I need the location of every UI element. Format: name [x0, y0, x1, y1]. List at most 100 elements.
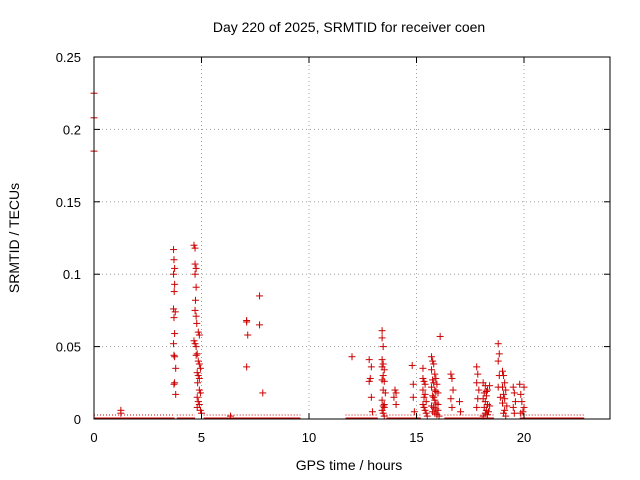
data-points: [90, 89, 528, 420]
data-point: [421, 390, 429, 398]
y-tick-label: 0.25: [56, 50, 81, 65]
data-point: [510, 389, 518, 397]
data-point: [431, 386, 439, 394]
data-point: [432, 374, 440, 382]
data-point: [194, 379, 202, 387]
data-point: [429, 376, 437, 384]
data-point: [365, 356, 373, 364]
data-point: [192, 351, 200, 359]
data-point: [517, 390, 525, 398]
data-point: [365, 377, 373, 385]
data-point: [191, 296, 199, 304]
data-point: [509, 383, 517, 391]
data-point: [190, 241, 198, 249]
data-point: [503, 402, 511, 410]
data-point: [430, 393, 438, 401]
data-point: [378, 327, 386, 335]
data-point: [486, 382, 494, 390]
data-point: [474, 370, 482, 378]
data-point: [449, 386, 457, 394]
data-point: [408, 361, 416, 369]
data-point: [191, 260, 199, 268]
data-point: [436, 332, 444, 340]
data-point: [193, 319, 201, 327]
data-point: [420, 377, 428, 385]
data-point: [500, 390, 508, 398]
data-point: [193, 350, 201, 358]
data-point: [486, 402, 494, 410]
data-point: [243, 363, 251, 371]
data-point: [195, 360, 203, 368]
x-axis-ticks: 0 5 10 15 20: [90, 57, 531, 445]
data-point: [171, 330, 179, 338]
y-tick-label: 0.05: [56, 340, 81, 355]
x-tick-label: 5: [198, 430, 205, 445]
data-point: [448, 374, 456, 382]
data-point: [433, 380, 441, 388]
x-tick-label: 10: [302, 430, 316, 445]
data-point: [379, 343, 387, 351]
data-point: [501, 395, 509, 403]
data-point: [170, 246, 178, 254]
data-point: [380, 377, 388, 385]
data-point: [428, 383, 436, 391]
data-point: [420, 403, 428, 411]
data-point: [117, 409, 125, 417]
y-tick-label: 0.2: [63, 122, 81, 137]
data-point: [193, 369, 201, 377]
data-point: [196, 389, 204, 397]
data-point: [378, 406, 386, 414]
data-point: [494, 340, 502, 348]
data-point: [434, 389, 442, 397]
data-point: [379, 409, 387, 417]
data-point: [501, 379, 509, 387]
data-point: [510, 409, 518, 417]
data-point: [520, 403, 528, 411]
data-point: [420, 393, 428, 401]
data-point: [170, 380, 178, 388]
data-point: [409, 393, 417, 401]
x-tick-label: 20: [517, 430, 531, 445]
data-point: [172, 364, 180, 372]
data-point: [456, 398, 463, 406]
data-point: [193, 393, 201, 401]
data-point: [448, 403, 456, 411]
data-point: [192, 283, 200, 291]
data-point: [422, 409, 430, 417]
data-point: [196, 364, 204, 372]
data-point: [379, 372, 387, 380]
data-point: [410, 408, 418, 416]
data-point: [447, 370, 455, 378]
data-point: [380, 366, 388, 374]
data-point: [256, 292, 264, 300]
data-point: [171, 308, 179, 316]
data-point: [502, 412, 510, 420]
data-point: [419, 364, 427, 372]
data-point: [192, 312, 200, 320]
data-point: [256, 321, 264, 329]
data-point: [193, 403, 201, 411]
data-point: [409, 380, 417, 388]
data-point: [195, 386, 203, 394]
data-point: [195, 374, 203, 382]
data-point: [367, 393, 375, 401]
data-point: [170, 256, 178, 264]
data-point: [191, 270, 199, 278]
data-point: [170, 288, 178, 296]
data-point: [378, 334, 386, 342]
data-point: [390, 393, 398, 401]
data-point: [422, 398, 430, 406]
data-point: [494, 357, 502, 365]
data-point: [191, 244, 199, 252]
data-point: [195, 331, 203, 339]
data-point: [509, 403, 517, 411]
data-point: [517, 409, 525, 417]
x-axis-label: GPS time / hours: [296, 457, 403, 473]
data-point: [518, 398, 526, 406]
data-point: [423, 412, 431, 420]
data-point: [431, 396, 439, 404]
data-point: [499, 383, 506, 391]
data-point: [475, 386, 483, 394]
data-point: [192, 343, 200, 351]
